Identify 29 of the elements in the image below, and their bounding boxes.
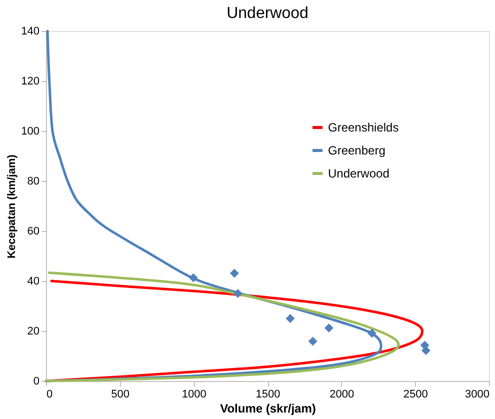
x-tick-label: 3000 — [465, 388, 490, 400]
y-tick-label: 20 — [27, 326, 40, 338]
point — [233, 289, 242, 298]
point — [421, 346, 430, 355]
point — [367, 328, 376, 338]
point — [188, 273, 198, 282]
point — [286, 314, 295, 323]
x-tick-label: 1500 — [256, 388, 280, 400]
legend-label: Greenberg — [328, 144, 386, 158]
point — [230, 268, 239, 278]
y-tick-label: 0 — [33, 376, 40, 388]
x-axis-title: Volume (skr/jam) — [220, 402, 316, 416]
point — [324, 324, 334, 332]
y-tick-label: 80 — [27, 176, 40, 188]
x-tick-label: 0 — [46, 388, 53, 400]
x-tick-label: 2500 — [403, 388, 428, 400]
y-tick-label: 60 — [27, 226, 40, 238]
y-tick-label: 100 — [21, 126, 40, 138]
x-tick-label: 1000 — [182, 388, 206, 400]
y-tick-label: 120 — [21, 76, 40, 88]
y-tick-label: 140 — [21, 26, 40, 38]
chart-title: Underwood — [226, 5, 308, 22]
y-tick-label: 40 — [27, 276, 40, 288]
legend-label: Underwood — [328, 166, 390, 180]
point — [308, 336, 318, 346]
y-axis-title: Kecepatan (km/jam) — [6, 154, 18, 258]
legend-label: Greenshields — [328, 120, 399, 134]
x-tick-label: 500 — [111, 388, 130, 400]
x-tick-label: 2000 — [330, 388, 354, 400]
